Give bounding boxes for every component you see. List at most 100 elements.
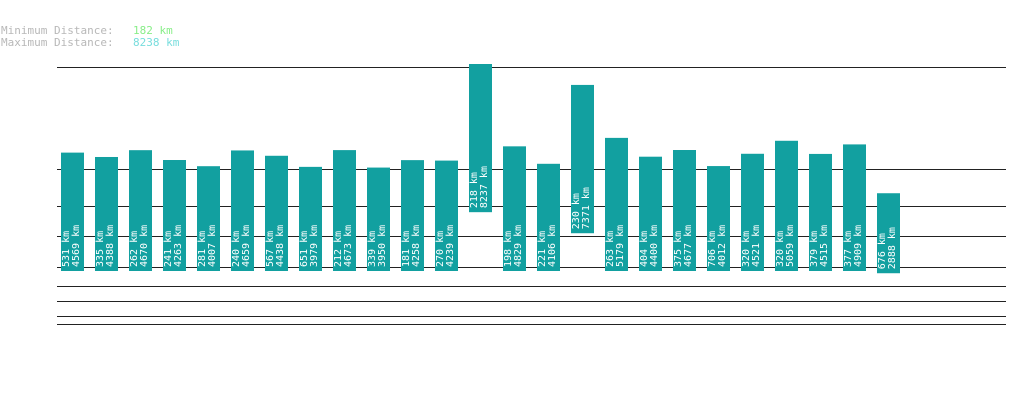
distance-bar: [435, 160, 458, 271]
min-distance-value: 182 km: [133, 24, 173, 37]
min-distance-label: 379 km: [809, 231, 820, 267]
max-distance-label: 4388 km: [105, 225, 116, 267]
bar-group: 270 km 4239 km: [435, 160, 458, 271]
max-distance-label: 4515 km: [819, 225, 830, 267]
bar-group: 212 km 4673 km: [333, 150, 356, 271]
max-distance-label: 8237 km: [479, 166, 490, 208]
distance-bar: [571, 84, 594, 234]
distance-bar: [299, 166, 322, 271]
distance-bar: [639, 156, 662, 271]
distance-bar: [775, 140, 798, 271]
distance-bar: [129, 150, 152, 271]
bar-group: 240 km 4659 km: [231, 150, 254, 271]
bar-group: 531 km 4569 km: [61, 152, 84, 271]
bars: 531 km 4569 km 335 km 4388 km 262 km 4670 km 2…: [61, 64, 900, 274]
distance-bar: [469, 64, 492, 213]
bar-group: 281 km 4007 km: [197, 166, 220, 271]
distance-bar: [809, 153, 832, 271]
bar-group: 263 km 5179 km: [605, 137, 628, 271]
distance-bar: [673, 150, 696, 271]
bar-group: 230 km 7371 km: [571, 84, 594, 234]
min-distance-label: 651 km: [299, 231, 310, 267]
distance-bar: [163, 160, 186, 271]
distance-legend: Minimum Distance: 182 km Maximum Distance…: [1, 25, 179, 49]
min-distance-label: 230 km: [571, 193, 582, 229]
max-distance-label: 4659 km: [241, 225, 252, 267]
min-distance-label: 339 km: [367, 231, 378, 267]
min-distance-label: 404 km: [639, 231, 650, 267]
bar-group: 320 km 5059 km: [775, 140, 798, 271]
max-distance-label: 4569 km: [71, 225, 82, 267]
max-distance-label: 4106 km: [547, 225, 558, 267]
bar-group: 320 km 4521 km: [741, 153, 764, 271]
bar-group: 567 km 4438 km: [265, 155, 288, 271]
max-distance-label: 4258 km: [411, 225, 422, 267]
bar-group: 335 km 4388 km: [95, 156, 118, 271]
distance-bar: [333, 150, 356, 271]
distance-bar: [707, 166, 730, 271]
min-distance-label: 181 km: [401, 231, 412, 267]
min-distance-label: 676 km: [877, 233, 888, 269]
max-distance-label: 4521 km: [751, 225, 762, 267]
bar-group: 706 km 4012 km: [707, 166, 730, 271]
min-distance-label: 212 km: [333, 231, 344, 267]
max-distance-label: 4677 km: [683, 225, 694, 267]
max-distance-label: 4012 km: [717, 225, 728, 267]
min-distance-label: 218 km: [469, 172, 480, 208]
bar-group: 375 km 4677 km: [673, 150, 696, 271]
max-distance-label: 3950 km: [377, 225, 388, 267]
bar-group: 198 km 4829 km: [503, 146, 526, 271]
max-distance-label: 7371 km: [581, 187, 592, 229]
distance-bar: [605, 137, 628, 271]
min-distance-label: 263 km: [605, 231, 616, 267]
distance-bar: [401, 160, 424, 271]
distance-bar: [61, 152, 84, 271]
bar-group: 379 km 4515 km: [809, 153, 832, 271]
distance-bar: [367, 167, 390, 271]
min-distance-label: 241 km: [163, 231, 174, 267]
distance-bar: [741, 153, 764, 271]
distance-bar: [197, 166, 220, 271]
bar-group: 221 km 4106 km: [537, 163, 560, 271]
min-distance-label: 567 km: [265, 231, 276, 267]
max-distance-label: 4263 km: [173, 225, 184, 267]
max-distance-label: 4909 km: [853, 225, 864, 267]
bar-group: 377 km 4909 km: [843, 144, 866, 271]
max-distance-value: 8238 km: [133, 36, 180, 49]
min-distance-label: 320 km: [741, 231, 752, 267]
min-distance-label: 221 km: [537, 231, 548, 267]
bar-group: 651 km 3979 km: [299, 166, 322, 271]
distance-bar: [503, 146, 526, 271]
min-distance-label: 262 km: [129, 231, 140, 267]
max-distance-label: 4670 km: [139, 225, 150, 267]
min-distance-label: 375 km: [673, 231, 684, 267]
legend-min-row: Minimum Distance: 182 km: [1, 25, 179, 37]
min-distance-label: 320 km: [775, 231, 786, 267]
bar-group: 262 km 4670 km: [129, 150, 152, 271]
min-distance-label: 377 km: [843, 231, 854, 267]
bar-group: 339 km 3950 km: [367, 167, 390, 271]
max-distance-label: 4239 km: [445, 225, 456, 267]
min-distance-label: Minimum Distance:: [1, 24, 114, 37]
max-distance-label: 4438 km: [275, 225, 286, 267]
max-distance-label: 4673 km: [343, 225, 354, 267]
bar-group: 181 km 4258 km: [401, 160, 424, 271]
min-distance-label: 240 km: [231, 231, 242, 267]
bar-group: 676 km 2888 km: [877, 193, 900, 274]
distance-bar: [231, 150, 254, 271]
max-distance-label: 2888 km: [887, 227, 898, 269]
distance-bar: [95, 156, 118, 271]
distance-bar: [537, 163, 560, 271]
max-distance-label: 4829 km: [513, 225, 524, 267]
max-distance-label: Maximum Distance:: [1, 36, 114, 49]
min-distance-label: 531 km: [61, 231, 72, 267]
min-distance-label: 198 km: [503, 231, 514, 267]
distance-bar: [843, 144, 866, 271]
distance-bar: [877, 193, 900, 274]
distance-bar: [265, 155, 288, 271]
bar-group: 404 km 4400 km: [639, 156, 662, 271]
max-distance-label: 4400 km: [649, 225, 660, 267]
legend-max-row: Maximum Distance: 8238 km: [1, 37, 179, 49]
min-distance-label: 270 km: [435, 231, 446, 267]
